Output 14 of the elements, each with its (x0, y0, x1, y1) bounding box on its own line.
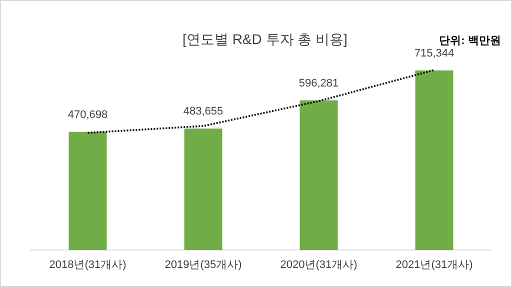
chart-title: [연도별 R&D 투자 총 비용] (182, 31, 348, 47)
x-tick-label: 2019년(35개사) (164, 259, 242, 271)
bar (415, 70, 454, 250)
x-tick-label: 2020년(31개사) (280, 259, 358, 271)
x-tick-label: 2018년(31개사) (49, 259, 126, 271)
bar (300, 100, 338, 250)
data-label: 596,281 (298, 77, 339, 90)
bar (184, 128, 222, 250)
bar (68, 132, 107, 250)
data-label: 470,698 (68, 108, 108, 121)
data-label: 483,655 (183, 106, 224, 118)
data-label: 715,344 (414, 47, 454, 60)
x-tick-label: 2021년(31개사) (396, 259, 473, 271)
text: 단위: 백만원 (439, 35, 501, 47)
